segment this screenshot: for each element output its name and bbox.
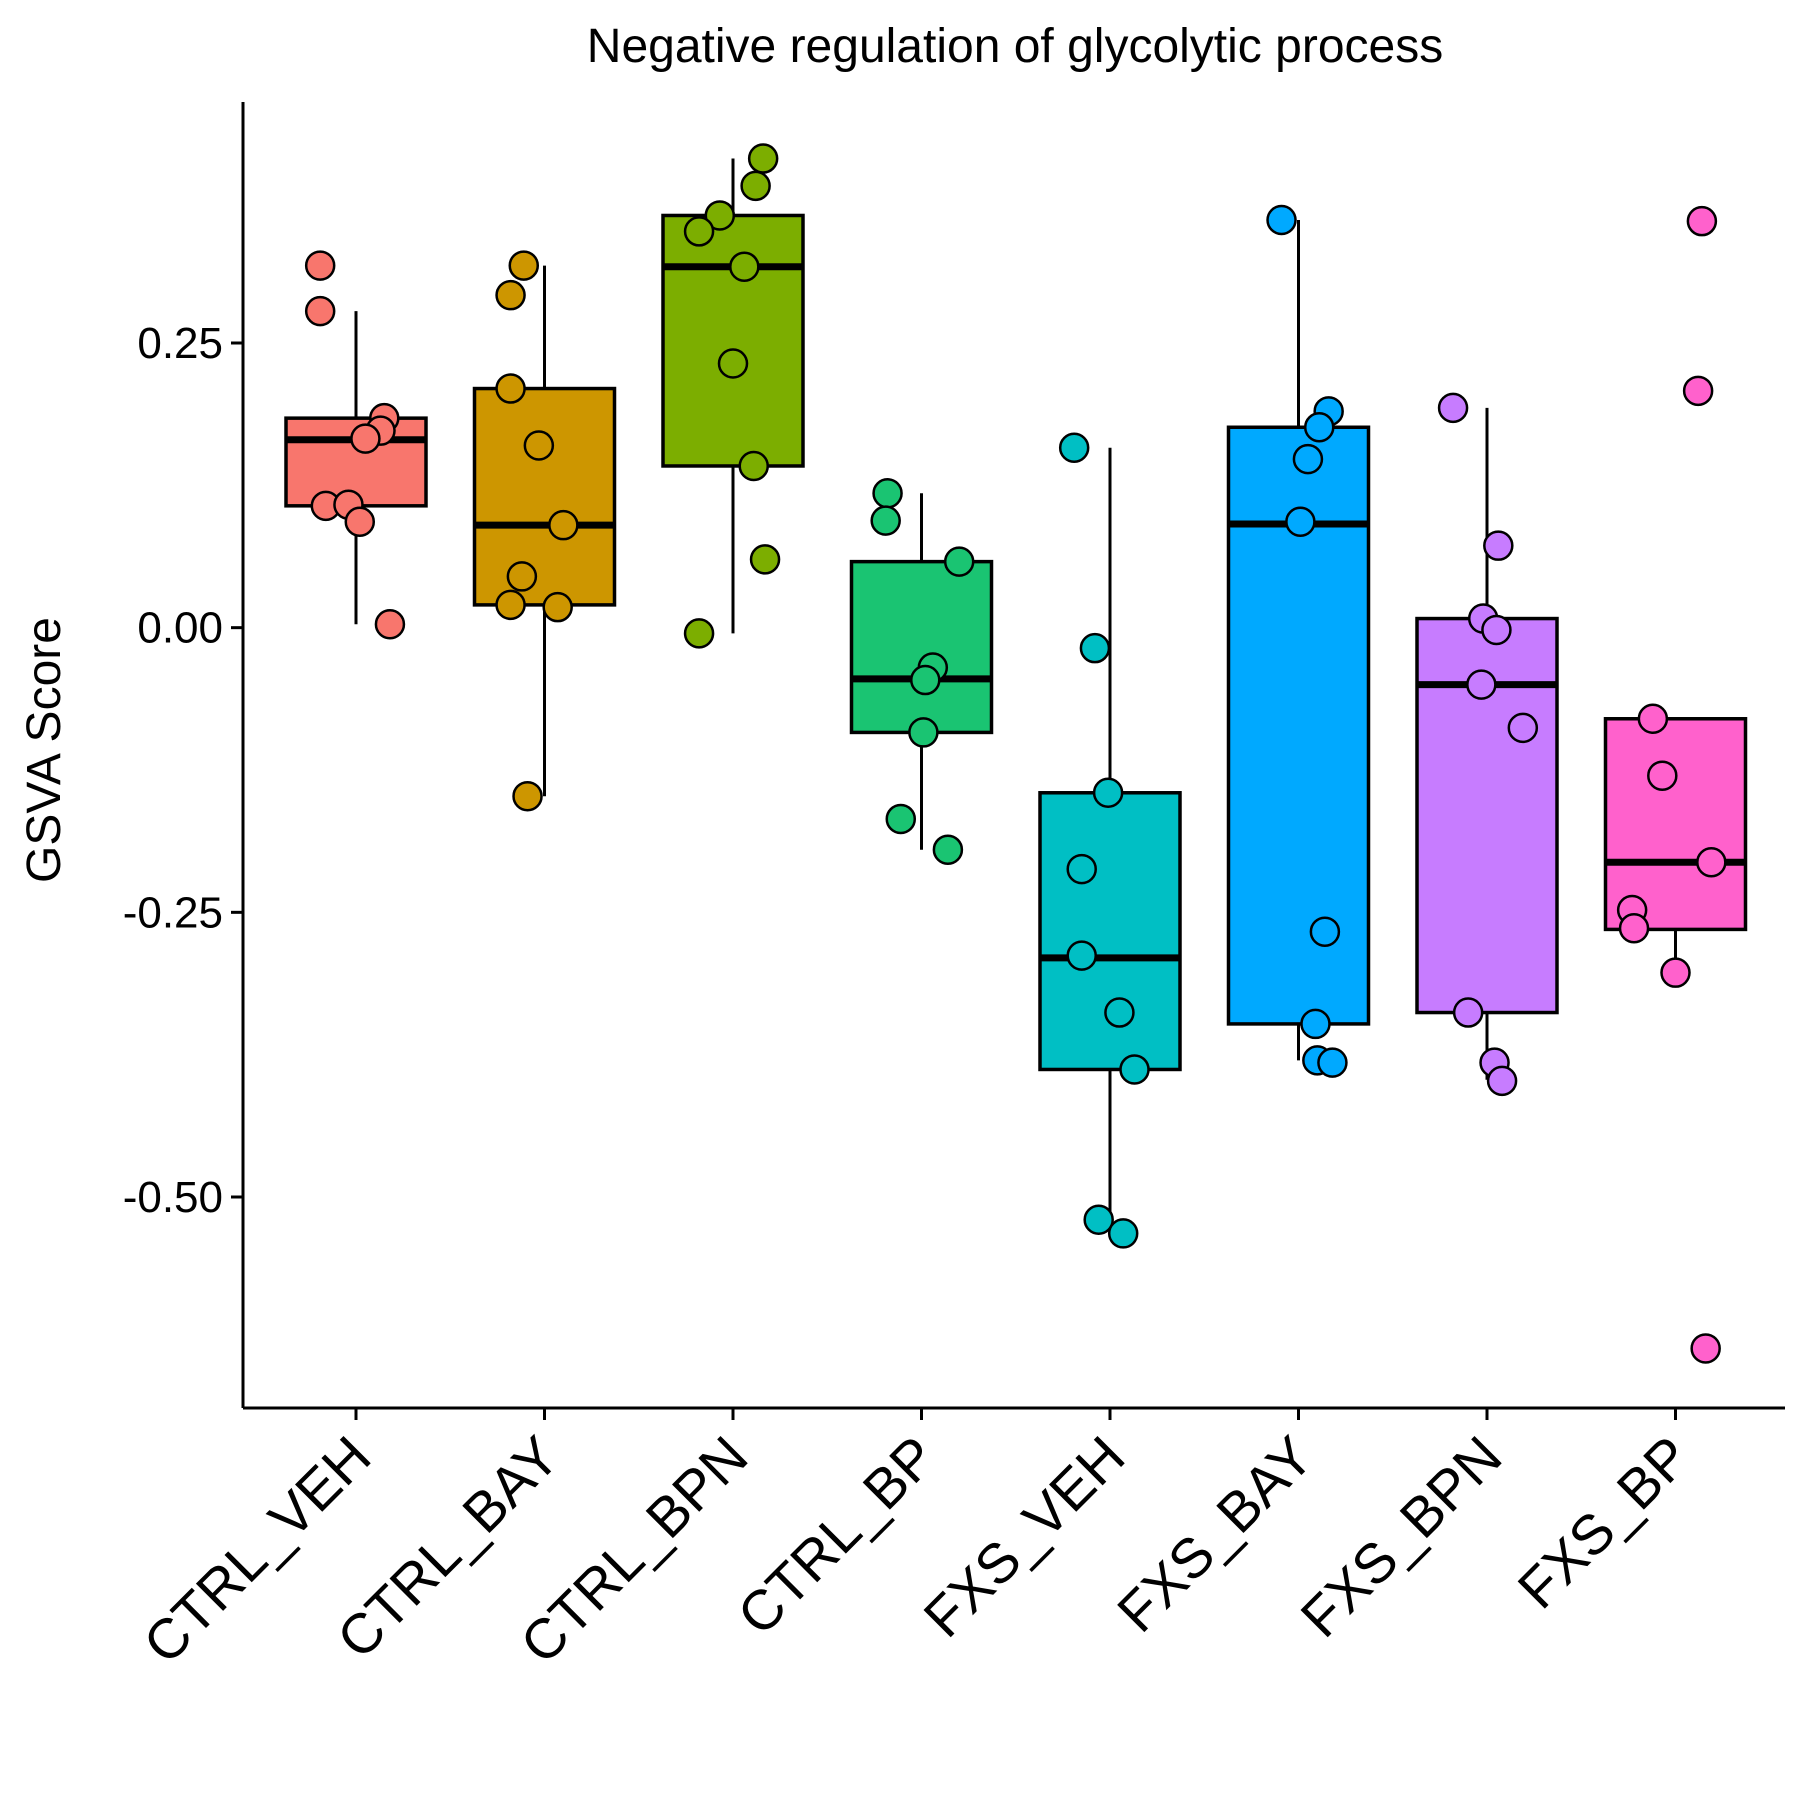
data-point: [508, 250, 540, 281]
x-tick-label: FXS_VEH: [911, 1424, 1136, 1649]
x-tick-label: FXS_BAY: [1105, 1424, 1325, 1644]
data-point: [1066, 940, 1097, 971]
data-point: [374, 609, 406, 640]
x-tick-label: CTRL_BP: [725, 1424, 948, 1647]
data-point: [749, 544, 781, 575]
data-point: [1079, 632, 1111, 664]
y-tick-label: -0.25: [123, 888, 223, 937]
data-point: [1300, 1008, 1331, 1040]
data-point: [495, 279, 526, 311]
data-point: [1452, 997, 1484, 1028]
data-point: [738, 450, 769, 482]
data-point: [1303, 412, 1335, 443]
box-group-ctrl-bay: [472, 250, 617, 812]
data-point: [704, 200, 736, 231]
data-point: [1104, 997, 1135, 1028]
y-tick-label: 0.00: [137, 604, 223, 653]
data-point: [1682, 375, 1714, 407]
y-tick-label: -0.50: [123, 1173, 223, 1222]
box-group-fxs-bp: [1603, 205, 1748, 1364]
box: [661, 213, 805, 468]
box: [1603, 717, 1748, 932]
data-point: [1092, 777, 1124, 809]
x-tick-label: FXS_BP: [1506, 1424, 1702, 1620]
data-point: [1618, 913, 1650, 944]
data-point: [1119, 1054, 1150, 1085]
data-point: [1466, 669, 1497, 700]
data-point: [1481, 614, 1512, 646]
data-point: [717, 348, 749, 379]
data-point: [1483, 530, 1514, 561]
data-point: [1285, 506, 1316, 538]
box-group-fxs-veh: [1038, 432, 1182, 1249]
data-point: [548, 509, 579, 541]
box: [472, 386, 617, 607]
data-point: [1107, 1218, 1139, 1249]
data-point: [872, 478, 903, 509]
data-point: [1696, 846, 1727, 878]
data-point: [1309, 916, 1341, 947]
data-point: [1083, 1204, 1114, 1236]
data-point: [304, 250, 336, 281]
box: [849, 559, 994, 735]
x-tick-label: FXS_BPN: [1288, 1424, 1513, 1649]
data-point: [495, 589, 526, 621]
data-point: [1660, 957, 1691, 988]
y-tick-label: 0.25: [137, 319, 223, 368]
data-point: [932, 834, 964, 865]
data-point: [1058, 432, 1090, 464]
data-point: [542, 591, 573, 623]
data-point: [1647, 760, 1678, 791]
data-point: [1637, 703, 1669, 735]
data-point: [304, 295, 336, 327]
data-point: [683, 618, 715, 649]
data-point: [523, 430, 555, 461]
box-group-ctrl-veh: [284, 250, 428, 640]
data-point: [729, 251, 760, 282]
data-point: [1317, 1047, 1348, 1078]
data-point: [747, 143, 779, 174]
box-group-fxs-bpn: [1415, 392, 1559, 1097]
data-point: [1437, 392, 1469, 424]
box-group-ctrl-bpn: [661, 143, 805, 649]
data-point: [495, 373, 526, 404]
y-axis-label: GSVA Score: [18, 617, 71, 883]
box-group-fxs-bay: [1226, 204, 1371, 1078]
data-point: [683, 216, 715, 247]
data-point: [943, 546, 975, 577]
box: [1038, 791, 1182, 1072]
chart-title: Negative regulation of glycolytic proces…: [587, 20, 1443, 73]
data-point: [506, 561, 538, 592]
data-point: [740, 170, 771, 202]
data-point: [512, 780, 543, 812]
data-point: [1690, 1333, 1721, 1364]
data-point: [870, 505, 901, 536]
data-point: [1066, 853, 1097, 885]
data-point: [1686, 205, 1718, 237]
box-group-ctrl-bp: [849, 478, 994, 865]
data-point: [1507, 712, 1539, 744]
data-point: [1292, 443, 1324, 475]
data-point: [885, 803, 917, 835]
data-point: [1266, 204, 1297, 236]
data-point: [344, 506, 376, 538]
data-point: [350, 423, 381, 454]
data-point: [908, 717, 939, 748]
plot-area: 0.250.00-0.25-0.50CTRL_VEHCTRL_BAYCTRL_B…: [123, 102, 1785, 1675]
data-point: [1486, 1065, 1518, 1097]
data-point: [910, 664, 941, 696]
